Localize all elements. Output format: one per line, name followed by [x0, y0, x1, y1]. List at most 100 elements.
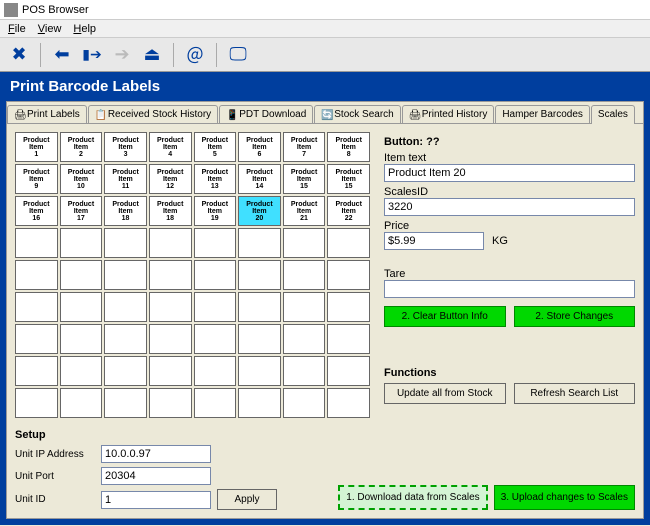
product-cell[interactable]	[327, 388, 370, 418]
product-cell[interactable]: Product Item8	[327, 132, 370, 162]
refresh-search-button[interactable]: Refresh Search List	[514, 383, 636, 404]
product-cell[interactable]	[15, 388, 58, 418]
scalesid-input[interactable]	[384, 198, 635, 216]
product-cell[interactable]	[283, 388, 326, 418]
product-cell[interactable]: Product Item21	[283, 196, 326, 226]
tare-input[interactable]	[384, 280, 635, 298]
forward-icon[interactable]: ➔	[109, 42, 135, 68]
update-all-button[interactable]: Update all from Stock	[384, 383, 506, 404]
tab-pdt-download[interactable]: 📱PDT Download	[219, 105, 313, 123]
product-cell[interactable]	[60, 292, 103, 322]
menu-file[interactable]: File	[2, 23, 32, 35]
tab-hamper-barcodes[interactable]: Hamper Barcodes	[495, 105, 590, 123]
eject-icon[interactable]: ⏏	[139, 42, 165, 68]
product-cell[interactable]	[327, 292, 370, 322]
product-cell[interactable]	[194, 388, 237, 418]
product-cell[interactable]	[194, 260, 237, 290]
product-cell[interactable]	[283, 356, 326, 386]
tab-stock-search[interactable]: 🔄Stock Search	[314, 105, 400, 123]
tab-printed-history[interactable]: 🖨Printed History	[402, 105, 495, 123]
monitor-icon[interactable]: 🖵	[225, 42, 251, 68]
product-cell[interactable]	[60, 260, 103, 290]
product-cell[interactable]: Product Item13	[194, 164, 237, 194]
product-cell[interactable]	[60, 324, 103, 354]
menu-help[interactable]: Help	[67, 23, 102, 35]
product-cell[interactable]: Product Item19	[194, 196, 237, 226]
product-cell[interactable]: Product Item11	[104, 164, 147, 194]
product-cell[interactable]	[194, 356, 237, 386]
product-cell[interactable]	[238, 356, 281, 386]
product-cell[interactable]	[60, 228, 103, 258]
product-cell[interactable]	[238, 388, 281, 418]
product-cell[interactable]	[327, 356, 370, 386]
product-cell[interactable]	[327, 228, 370, 258]
product-cell[interactable]	[238, 260, 281, 290]
download-data-button[interactable]: 1. Download data from Scales	[338, 485, 487, 510]
ip-input[interactable]	[101, 445, 211, 463]
menu-view[interactable]: View	[32, 23, 68, 35]
product-cell[interactable]: Product Item7	[283, 132, 326, 162]
product-cell[interactable]: Product Item16	[15, 196, 58, 226]
product-cell[interactable]	[238, 324, 281, 354]
upload-changes-button[interactable]: 3. Upload changes to Scales	[494, 485, 635, 510]
product-cell[interactable]	[104, 324, 147, 354]
product-cell[interactable]	[327, 260, 370, 290]
tab-print-labels[interactable]: 🖨Print Labels	[7, 105, 87, 123]
price-input[interactable]	[384, 232, 484, 250]
clear-button-info-button[interactable]: 2. Clear Button Info	[384, 306, 506, 327]
forward-door-icon[interactable]: ▮➔	[79, 42, 105, 68]
product-cell[interactable]	[104, 356, 147, 386]
product-cell[interactable]	[60, 356, 103, 386]
product-cell[interactable]	[149, 388, 192, 418]
product-cell[interactable]	[15, 292, 58, 322]
product-cell[interactable]	[283, 324, 326, 354]
product-cell[interactable]	[194, 292, 237, 322]
product-cell[interactable]: Product Item12	[149, 164, 192, 194]
product-cell[interactable]	[149, 356, 192, 386]
id-input[interactable]	[101, 491, 211, 509]
product-cell[interactable]: Product Item18	[149, 196, 192, 226]
product-cell[interactable]	[60, 388, 103, 418]
product-cell[interactable]	[283, 292, 326, 322]
store-changes-button[interactable]: 2. Store Changes	[514, 306, 636, 327]
apply-button[interactable]: Apply	[217, 489, 277, 510]
product-cell[interactable]: Product Item9	[15, 164, 58, 194]
product-cell[interactable]	[194, 228, 237, 258]
product-cell[interactable]: Product Item5	[194, 132, 237, 162]
product-cell[interactable]	[327, 324, 370, 354]
product-cell[interactable]	[15, 260, 58, 290]
product-cell[interactable]	[15, 356, 58, 386]
product-cell[interactable]: Product Item15	[283, 164, 326, 194]
product-cell[interactable]: Product Item14	[238, 164, 281, 194]
product-cell[interactable]: Product Item17	[60, 196, 103, 226]
at-icon[interactable]: ＠	[182, 42, 208, 68]
product-cell[interactable]	[104, 388, 147, 418]
product-cell[interactable]	[149, 324, 192, 354]
product-cell[interactable]: Product Item1	[15, 132, 58, 162]
product-cell[interactable]	[283, 228, 326, 258]
tab-received-stock[interactable]: 📋Received Stock History	[88, 105, 218, 123]
item-text-input[interactable]	[384, 164, 635, 182]
product-cell[interactable]	[149, 228, 192, 258]
product-cell[interactable]: Product Item2	[60, 132, 103, 162]
product-cell[interactable]	[194, 324, 237, 354]
tab-scales[interactable]: Scales	[591, 105, 635, 124]
product-cell[interactable]	[149, 292, 192, 322]
product-cell[interactable]	[104, 260, 147, 290]
product-cell[interactable]	[104, 292, 147, 322]
product-cell[interactable]	[149, 260, 192, 290]
product-cell[interactable]: Product Item15	[327, 164, 370, 194]
product-cell[interactable]	[238, 292, 281, 322]
product-cell[interactable]: Product Item6	[238, 132, 281, 162]
product-cell[interactable]: Product Item3	[104, 132, 147, 162]
product-cell[interactable]	[15, 228, 58, 258]
product-cell[interactable]	[238, 228, 281, 258]
back-icon[interactable]: ⬅	[49, 42, 75, 68]
port-input[interactable]	[101, 467, 211, 485]
product-cell[interactable]	[283, 260, 326, 290]
product-cell[interactable]: Product Item20	[238, 196, 281, 226]
product-cell[interactable]: Product Item4	[149, 132, 192, 162]
product-cell[interactable]	[104, 228, 147, 258]
product-cell[interactable]: Product Item10	[60, 164, 103, 194]
product-cell[interactable]: Product Item18	[104, 196, 147, 226]
